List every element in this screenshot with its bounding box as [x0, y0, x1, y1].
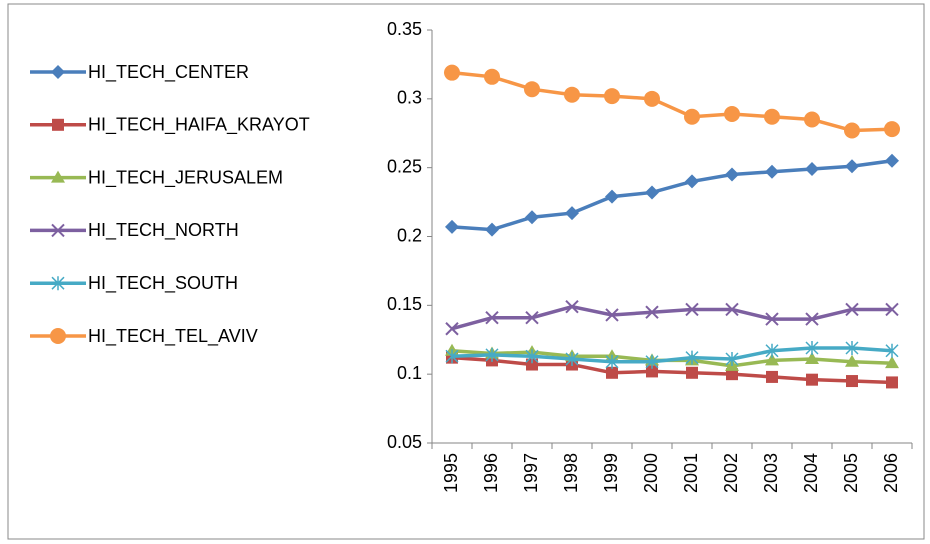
- marker: [51, 276, 65, 291]
- marker: [565, 206, 579, 221]
- legend-label: HI_TECH_CENTER: [88, 62, 249, 83]
- y-tick-label: 0.15: [387, 294, 422, 314]
- marker: [445, 219, 459, 234]
- marker: [50, 328, 66, 344]
- marker: [725, 167, 739, 182]
- marker: [765, 312, 779, 326]
- marker: [886, 376, 898, 389]
- marker: [885, 153, 899, 168]
- y-tick-label: 0.1: [397, 363, 422, 383]
- legend-label: HI_TECH_TEL_AVIV: [88, 326, 258, 347]
- marker: [645, 305, 659, 319]
- marker: [645, 185, 659, 200]
- marker: [485, 347, 499, 362]
- chart-frame: [7, 3, 925, 540]
- marker: [524, 81, 540, 98]
- marker: [604, 88, 620, 105]
- marker: [764, 108, 780, 125]
- y-tick-label: 0.25: [387, 156, 422, 176]
- marker: [806, 373, 818, 386]
- x-tick-label: 1996: [481, 453, 501, 493]
- legend-label: HI_TECH_SOUTH: [88, 273, 238, 294]
- marker: [725, 352, 739, 367]
- series-line: [451, 159, 893, 232]
- x-tick-label: 1999: [601, 453, 621, 493]
- y-tick-label: 0.3: [397, 88, 422, 108]
- marker: [685, 350, 699, 365]
- series-line: [451, 355, 893, 385]
- marker: [884, 121, 900, 138]
- marker: [765, 353, 779, 366]
- series-line: [451, 346, 893, 364]
- marker: [565, 300, 579, 314]
- marker: [445, 349, 459, 364]
- y-tick-label: 0.05: [387, 432, 422, 452]
- x-tick-label: 1995: [441, 453, 461, 493]
- x-tick-label: 2006: [881, 453, 901, 493]
- x-tick-label: 2005: [841, 453, 861, 493]
- marker: [686, 366, 698, 379]
- marker: [684, 108, 700, 125]
- marker: [51, 65, 65, 79]
- marker: [484, 68, 500, 85]
- marker: [845, 302, 859, 317]
- marker: [805, 162, 819, 177]
- marker: [51, 223, 65, 238]
- x-tick-label: 2000: [641, 453, 661, 493]
- marker: [844, 122, 860, 139]
- legend-label: HI_TECH_JERUSALEM: [88, 167, 283, 188]
- y-tick-label: 0.2: [397, 225, 422, 245]
- marker: [845, 341, 859, 356]
- x-tick-label: 2004: [801, 453, 821, 493]
- marker: [526, 358, 538, 371]
- y-tick-label: 0.35: [387, 19, 422, 39]
- marker: [525, 210, 539, 225]
- marker: [525, 349, 539, 364]
- marker: [685, 174, 699, 189]
- x-tick-label: 1998: [561, 453, 581, 493]
- marker: [726, 368, 738, 381]
- marker: [485, 222, 499, 237]
- marker: [605, 354, 619, 369]
- marker: [845, 354, 859, 367]
- marker: [765, 343, 779, 358]
- legend-label: HI_TECH_NORTH: [88, 220, 239, 241]
- marker: [606, 366, 618, 379]
- series-line: [451, 304, 892, 331]
- marker: [444, 64, 460, 81]
- marker: [765, 164, 779, 179]
- marker: [565, 352, 579, 367]
- marker: [685, 302, 699, 317]
- marker: [605, 308, 619, 322]
- marker: [766, 370, 778, 383]
- x-tick-label: 2001: [681, 453, 701, 493]
- marker: [485, 311, 499, 325]
- marker: [804, 111, 820, 128]
- marker: [725, 302, 739, 317]
- marker: [525, 311, 539, 325]
- marker: [885, 356, 899, 369]
- marker: [805, 312, 819, 326]
- legend-label: HI_TECH_HAIFA_KRAYOT: [88, 115, 310, 136]
- marker: [846, 375, 858, 388]
- x-tick-label: 2003: [761, 453, 781, 493]
- marker: [805, 352, 819, 365]
- marker: [805, 341, 819, 356]
- marker: [644, 90, 660, 107]
- marker: [445, 322, 459, 336]
- marker: [605, 189, 619, 204]
- marker: [646, 365, 658, 378]
- marker: [724, 105, 740, 122]
- x-tick-label: 2002: [721, 453, 741, 493]
- marker: [885, 343, 899, 358]
- marker: [845, 159, 859, 174]
- marker: [51, 170, 65, 183]
- marker: [645, 354, 659, 369]
- marker: [52, 118, 64, 131]
- marker: [564, 86, 580, 103]
- marker: [885, 302, 899, 317]
- x-tick-label: 1997: [521, 453, 541, 493]
